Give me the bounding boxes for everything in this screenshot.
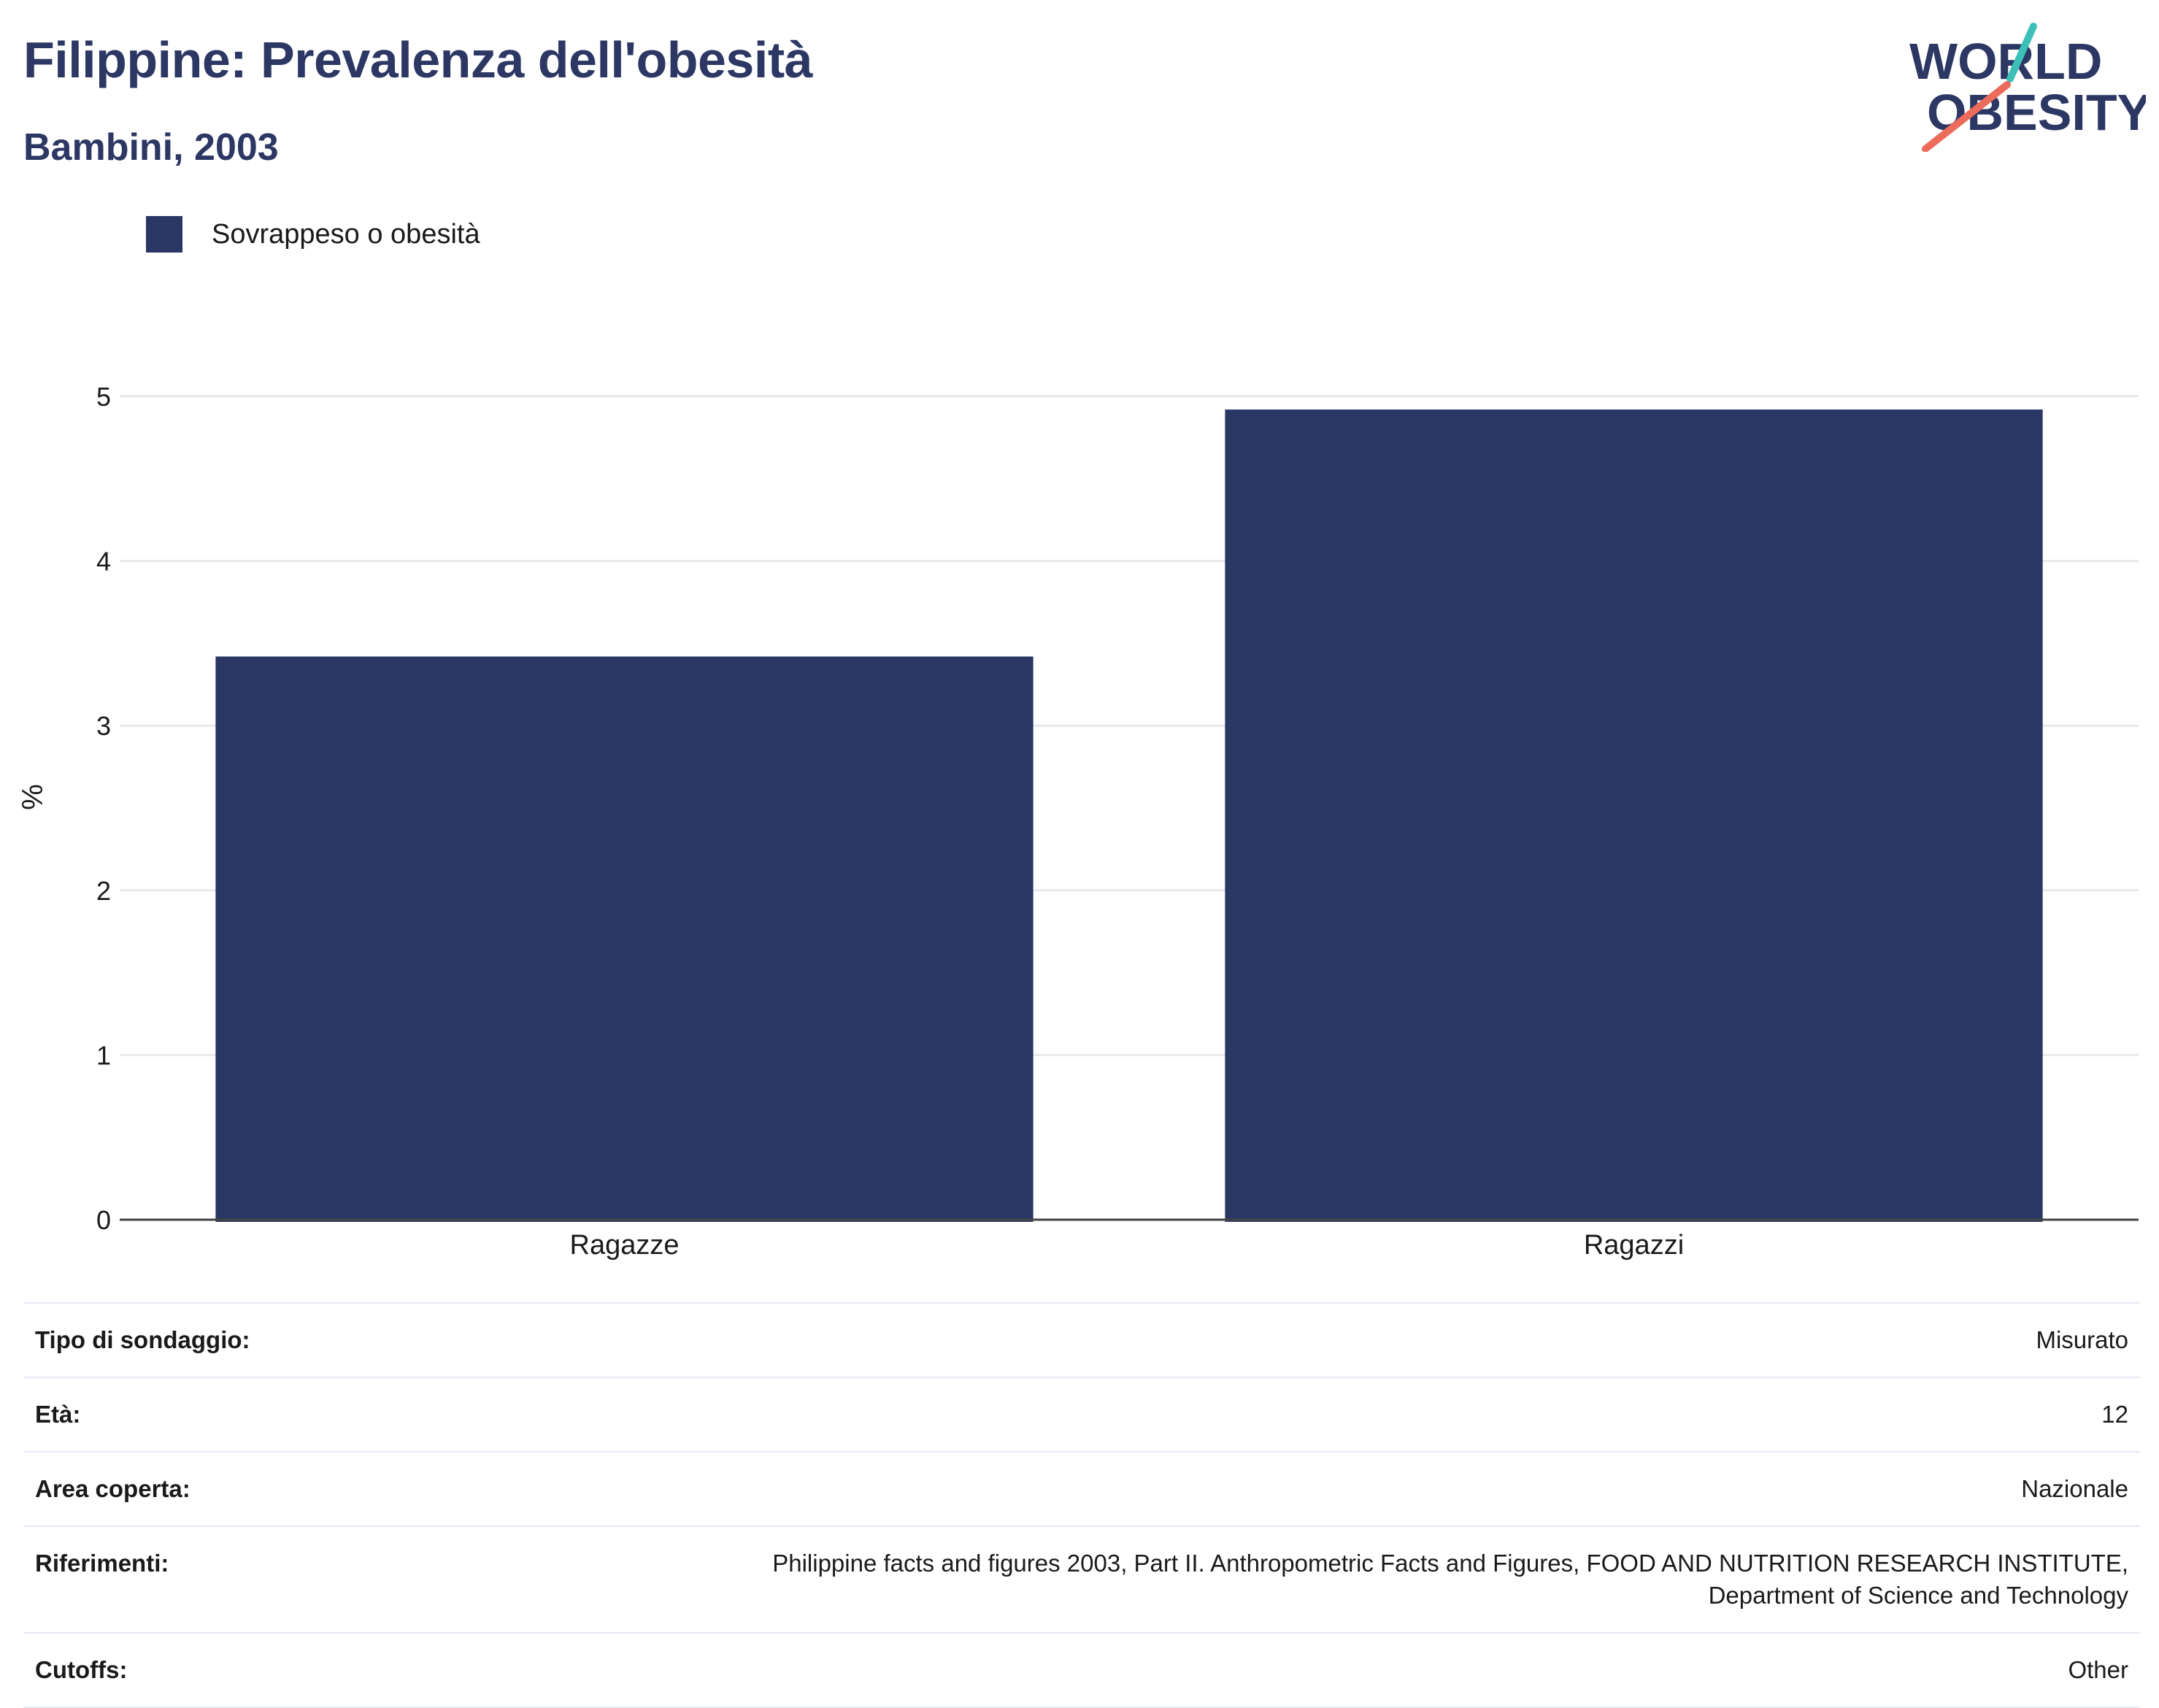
chart-subtitle: Bambini, 2003 <box>23 126 279 169</box>
y-axis-label: % <box>17 784 49 810</box>
details-value: Misurato <box>2036 1326 2128 1353</box>
chart-title: Filippine: Prevalenza dell'obesità <box>23 31 813 88</box>
world-obesity-logo: WORLD OBESITY <box>1909 23 2146 152</box>
logo-text-obesity: OBESITY <box>1927 84 2146 141</box>
logo-slash-teal <box>2006 23 2037 82</box>
bar-ragazze <box>215 656 1034 1222</box>
y-tick-label: 0 <box>96 1205 111 1235</box>
details-label: Cutoffs: <box>35 1656 128 1683</box>
logo-text-world: WORLD <box>1909 33 2102 90</box>
details-row-references: Riferimenti: Philippine facts and figure… <box>23 1526 2140 1632</box>
details-value: Philippine facts and figures 2003, Part … <box>772 1550 2128 1609</box>
details-label: Tipo di sondaggio: <box>35 1326 250 1353</box>
y-axis-ticks: 0 1 2 3 4 5 <box>96 382 111 1235</box>
bar-chart: 0 1 2 3 4 5 Ragazze Ragazzi % <box>17 382 2139 1261</box>
details-value: Nazionale <box>2021 1475 2128 1502</box>
bar-ragazzi <box>1225 409 2043 1222</box>
legend-swatch <box>146 216 182 253</box>
details-label: Età: <box>35 1401 81 1428</box>
details-row-cutoffs: Cutoffs: Other <box>23 1632 2140 1708</box>
details-label: Riferimenti: <box>35 1550 169 1577</box>
x-axis-ticks: Ragazze Ragazzi <box>570 1230 1685 1261</box>
chart-legend[interactable]: Sovrappeso o obesità <box>146 216 480 253</box>
details-row-age: Età: 12 <box>23 1377 2140 1451</box>
details-value: 12 <box>2101 1401 2128 1428</box>
details-table: Tipo di sondaggio: Misurato Età: 12 Area… <box>23 1302 2140 1708</box>
y-tick-label: 3 <box>96 711 111 741</box>
details-label: Area coperta: <box>35 1475 190 1502</box>
details-row-area: Area coperta: Nazionale <box>23 1451 2140 1526</box>
logo-slash-coral <box>1922 81 2011 152</box>
x-tick-label: Ragazze <box>570 1230 680 1261</box>
legend-label: Sovrappeso o obesità <box>212 218 480 250</box>
details-row-survey-type: Tipo di sondaggio: Misurato <box>23 1302 2140 1377</box>
details-value: Other <box>2068 1656 2128 1683</box>
y-tick-label: 2 <box>96 876 111 906</box>
x-tick-label: Ragazzi <box>1584 1230 1684 1261</box>
chart-bars <box>215 409 2043 1222</box>
y-tick-label: 4 <box>96 547 111 577</box>
y-tick-label: 5 <box>96 382 111 412</box>
y-tick-label: 1 <box>96 1040 111 1070</box>
